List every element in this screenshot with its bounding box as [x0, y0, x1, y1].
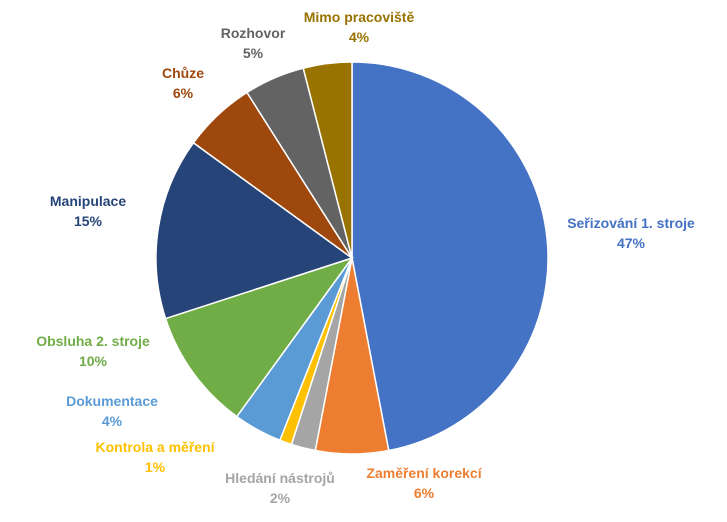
slice-percent-label: 1% [145, 459, 166, 475]
pie-slice [302, 61, 353, 259]
slice-category-label: Kontrola a měření [95, 439, 215, 455]
slice-category-label: Mimo pracoviště [304, 9, 415, 25]
slice-label: Zaměření korekcí 6% [366, 465, 482, 501]
slice-percent-label: 6% [173, 85, 194, 101]
slice-category-label: Rozhovor [221, 25, 286, 41]
slice-label: Rozhovor 5% [221, 25, 286, 61]
slice-category-label: Zaměření korekcí [366, 465, 482, 481]
slice-category-label: Seřizování 1. stroje [567, 215, 695, 231]
slices-layer [155, 61, 549, 455]
slice-percent-label: 4% [349, 29, 370, 45]
slice-percent-label: 10% [79, 353, 108, 369]
slice-label: Manipulace 15% [50, 193, 126, 229]
slice-percent-label: 5% [243, 45, 264, 61]
pie-slice [351, 61, 549, 452]
slice-percent-label: 2% [270, 490, 291, 506]
pie-slice [164, 256, 354, 418]
slice-label: Kontrola a měření 1% [95, 439, 215, 475]
slice-label: Mimo pracoviště 4% [304, 9, 415, 45]
slice-label: Dokumentace 4% [66, 393, 158, 429]
slice-label: Chůze 6% [162, 65, 204, 101]
slice-category-label: Obsluha 2. stroje [36, 333, 150, 349]
slice-percent-label: 6% [414, 485, 435, 501]
slice-category-label: Manipulace [50, 193, 126, 209]
slice-label: Seřizování 1. stroje 47% [567, 215, 695, 251]
slice-category-label: Chůze [162, 65, 204, 81]
slice-percent-label: 4% [102, 413, 123, 429]
slice-percent-label: 15% [74, 213, 103, 229]
slice-label: Obsluha 2. stroje 10% [36, 333, 150, 369]
slice-category-label: Hledání nástrojů [225, 470, 335, 486]
slice-category-label: Dokumentace [66, 393, 158, 409]
labels-layer: Seřizování 1. stroje 47% Zaměření korekcí 6… [36, 9, 695, 506]
pie-slice [155, 141, 354, 320]
slice-label: Hledání nástrojů 2% [225, 470, 335, 506]
slice-percent-label: 47% [617, 235, 646, 251]
